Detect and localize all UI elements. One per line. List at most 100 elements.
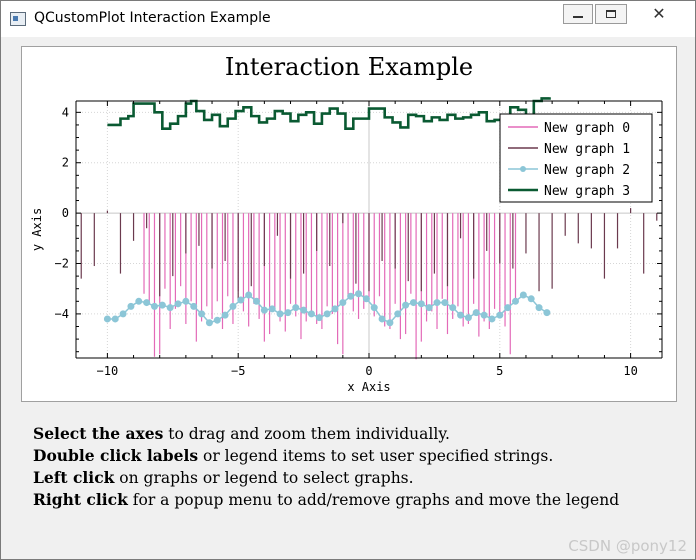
data-point[interactable]: [307, 310, 315, 318]
data-point[interactable]: [409, 299, 417, 307]
data-point[interactable]: [472, 309, 480, 317]
data-point[interactable]: [276, 310, 284, 318]
data-point[interactable]: [158, 301, 166, 309]
custom-plot[interactable]: Interaction Example −10 −5 0 5 10 −4 −2 0 2 4 x Ax…: [21, 46, 677, 402]
close-icon: ✕: [652, 4, 666, 23]
x-tick-label: 5: [496, 364, 503, 378]
data-point[interactable]: [198, 310, 206, 318]
x-tick-label: 0: [365, 364, 372, 378]
data-point[interactable]: [315, 314, 323, 322]
data-point[interactable]: [205, 319, 213, 327]
data-point[interactable]: [441, 299, 449, 307]
minimize-button[interactable]: [563, 4, 593, 24]
data-point[interactable]: [284, 309, 292, 317]
legend-item-label[interactable]: New graph 3: [544, 184, 630, 199]
data-point[interactable]: [464, 314, 472, 322]
x-tick-label: −5: [231, 364, 245, 378]
watermark: CSDN @pony12: [568, 537, 687, 555]
legend[interactable]: [499, 113, 653, 203]
data-point[interactable]: [543, 309, 551, 317]
instruction-line: Double click labels or legend items to s…: [33, 445, 693, 467]
instruction-rest: for a popup menu to add/remove graphs an…: [127, 491, 620, 509]
data-point[interactable]: [135, 297, 143, 305]
legend-item-label[interactable]: New graph 1: [544, 142, 630, 157]
data-point[interactable]: [323, 310, 331, 318]
y-tick-label: 2: [62, 156, 69, 170]
app-icon: [10, 12, 26, 26]
instructions-text: Select the axes to drag and zoom them in…: [33, 423, 693, 511]
data-point[interactable]: [504, 304, 512, 312]
data-point[interactable]: [417, 300, 425, 308]
data-point[interactable]: [292, 304, 300, 312]
y-tick-label: −4: [55, 307, 69, 321]
data-point[interactable]: [190, 302, 198, 310]
data-point[interactable]: [457, 311, 465, 319]
data-point[interactable]: [103, 315, 111, 323]
data-point[interactable]: [213, 316, 221, 324]
data-point[interactable]: [394, 310, 402, 318]
data-point[interactable]: [433, 299, 441, 307]
data-point[interactable]: [386, 319, 394, 327]
data-point[interactable]: [229, 302, 237, 310]
minimize-icon: [573, 16, 583, 18]
maximize-icon: [606, 10, 616, 18]
data-point[interactable]: [378, 315, 386, 323]
chart-canvas[interactable]: −10 −5 0 5 10 −4 −2 0 2 4 x Axis y Axis New graph 0 N…: [22, 47, 676, 401]
data-point[interactable]: [143, 299, 151, 307]
data-point[interactable]: [221, 311, 229, 319]
y-tick-label: 4: [62, 105, 69, 119]
data-point[interactable]: [535, 304, 543, 312]
data-point[interactable]: [512, 297, 519, 305]
data-point[interactable]: [362, 295, 370, 303]
data-point[interactable]: [237, 296, 245, 304]
window-title: QCustomPlot Interaction Example: [34, 10, 271, 26]
data-point[interactable]: [449, 304, 457, 312]
data-point[interactable]: [166, 304, 174, 312]
instruction-bold: Double click labels: [33, 446, 199, 465]
data-point[interactable]: [119, 310, 127, 318]
legend-marker: [520, 166, 526, 172]
data-point[interactable]: [331, 305, 339, 313]
data-point[interactable]: [260, 306, 268, 314]
chart-title[interactable]: Interaction Example: [224, 53, 474, 81]
data-point[interactable]: [253, 297, 261, 305]
data-point[interactable]: [519, 291, 527, 299]
x-tick-label: −10: [97, 364, 119, 378]
instruction-bold: Left click: [33, 468, 115, 487]
instruction-line: Select the axes to drag and zoom them in…: [33, 423, 693, 445]
title-bar[interactable]: QCustomPlot Interaction Example ✕: [1, 1, 695, 37]
data-point[interactable]: [370, 304, 378, 312]
data-point[interactable]: [402, 301, 410, 309]
maximize-button[interactable]: [595, 4, 627, 24]
data-point[interactable]: [496, 311, 504, 319]
close-button[interactable]: ✕: [629, 4, 689, 24]
legend-item-label[interactable]: New graph 0: [544, 121, 630, 136]
y-axis-label[interactable]: y Axis: [30, 208, 44, 251]
data-point[interactable]: [480, 311, 488, 319]
data-point[interactable]: [425, 304, 433, 312]
data-point[interactable]: [347, 292, 355, 300]
data-point[interactable]: [127, 302, 135, 310]
x-tick-label: 10: [623, 364, 637, 378]
data-point[interactable]: [174, 300, 182, 308]
data-point[interactable]: [339, 299, 347, 307]
data-point[interactable]: [268, 305, 276, 313]
instruction-rest: or legend items to set user specified st…: [198, 447, 554, 465]
x-axis-label[interactable]: x Axis: [347, 380, 390, 394]
data-point[interactable]: [527, 295, 535, 303]
legend-item-label[interactable]: New graph 2: [544, 163, 630, 178]
instruction-bold: Right click: [33, 490, 128, 509]
instruction-rest: on graphs or legend to select graphs.: [114, 469, 414, 487]
data-point[interactable]: [300, 306, 308, 314]
data-point[interactable]: [245, 291, 253, 299]
data-point[interactable]: [111, 315, 119, 323]
data-point[interactable]: [488, 315, 496, 323]
y-tick-label: −2: [55, 257, 69, 271]
y-tick-label: 0: [62, 206, 69, 220]
data-point[interactable]: [355, 290, 363, 298]
step-line[interactable]: [107, 97, 551, 131]
data-point[interactable]: [150, 302, 158, 310]
instruction-bold: Select the axes: [33, 424, 164, 443]
data-point[interactable]: [182, 297, 190, 305]
